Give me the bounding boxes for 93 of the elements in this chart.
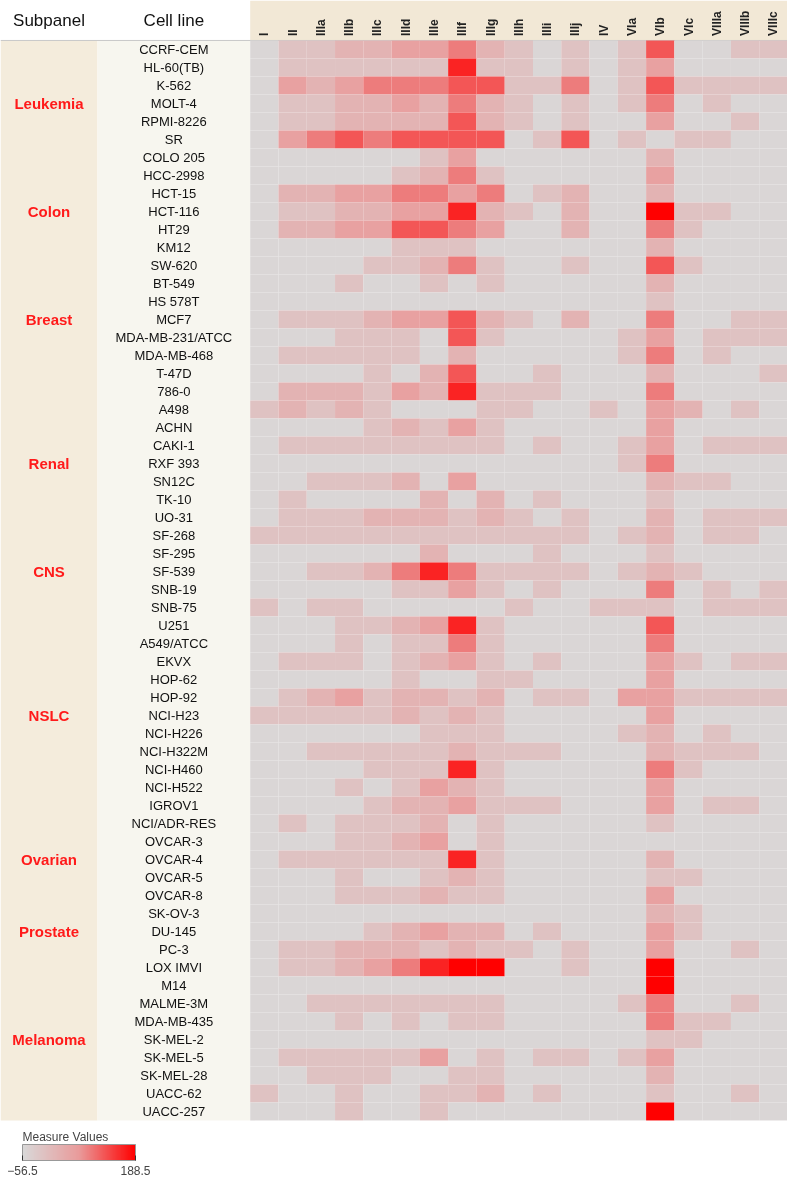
y-tick-label: SK-MEL-2	[143, 1031, 204, 1047]
x-tick-label: IIIj	[568, 22, 583, 36]
x-tick-label: II	[285, 29, 300, 36]
y-tick-label: HCT-15	[151, 185, 197, 201]
y-tick-label: K-562	[156, 77, 192, 93]
y-tick-label: NCI-H226	[144, 725, 203, 741]
y2-tick-label: NSLC	[28, 706, 70, 724]
x-tick-label: I	[257, 32, 272, 36]
x-tick-label: IIIe	[427, 18, 442, 36]
y-tick-label: HOP-92	[150, 689, 198, 705]
y-tick-label: UACC-257	[142, 1103, 206, 1119]
y-tick-label: SK-MEL-28	[140, 1067, 208, 1083]
y-tick-label: CAKI-1	[152, 437, 195, 453]
y-tick-label: HCT-116	[148, 203, 200, 219]
y2-tick-label: Melanoma	[12, 1030, 87, 1048]
y-tick-label: PC-3	[159, 941, 189, 957]
y-tick-label: OVCAR-4	[144, 851, 203, 867]
color-bar-label: 188.5	[120, 1163, 151, 1178]
y-tick-label: OVCAR-3	[144, 833, 203, 849]
y-tick-label: KM12	[156, 239, 191, 255]
y-tick-label: SNB-75	[151, 599, 197, 615]
y2-tick-label: Prostate	[18, 922, 80, 940]
color-bar-label: −56.5	[7, 1163, 39, 1178]
y-tick-label: OVCAR-5	[144, 869, 203, 885]
x-tick-label: IIId	[398, 18, 413, 36]
y-tick-label: SR	[164, 131, 183, 147]
x-tick-label: VIb	[653, 17, 668, 36]
y-tick-label: EKVX	[156, 653, 192, 669]
y-tick-label: MDA-MB-231/ATCC	[115, 329, 233, 345]
y-tick-label: RXF 393	[148, 455, 200, 471]
y-tick-label: SK-OV-3	[148, 905, 200, 921]
text: Cell line	[143, 10, 205, 30]
x-tick-label: IIIh	[511, 18, 526, 36]
y-tick-label: ACHN	[155, 419, 193, 435]
x-tick-label: IIIf	[455, 20, 470, 36]
y-tick-label: UACC-62	[146, 1085, 202, 1101]
y-tick-label: OVCAR-8	[144, 887, 203, 903]
x-tick-label: IIIa	[313, 18, 328, 36]
color-bar-title: Measure Values	[22, 1129, 109, 1144]
y-tick-label: LOX IMVI	[145, 959, 203, 975]
y-tick-label: MOLT-4	[150, 95, 197, 111]
y-tick-label: MDA-MB-468	[134, 347, 214, 363]
y2-tick-label: Breast	[25, 310, 73, 328]
y-tick-label: A549/ATCC	[139, 635, 209, 651]
x-tick-label: IIIg	[483, 18, 498, 36]
y2-tick-label: Renal	[28, 454, 70, 472]
y-tick-label: HL-60(TB)	[143, 59, 205, 75]
y2-tick-label: CNS	[33, 562, 65, 580]
y-tick-label: 786-0	[157, 383, 191, 399]
y-tick-label: NCI-H23	[148, 707, 200, 723]
y-tick-label: NCI-H460	[144, 761, 203, 777]
x-tick-label: VIc	[681, 17, 696, 36]
x-tick-label: IIIi	[540, 22, 555, 36]
y-tick-label: BT-549	[152, 275, 195, 291]
x-tick-label: VIa	[624, 17, 639, 36]
y-tick-label: T-47D	[156, 365, 192, 381]
x-tick-label: VIIIb	[738, 10, 753, 36]
y-tick-label: NCI-H322M	[139, 743, 209, 759]
y-tick-label: CCRF-CEM	[139, 41, 209, 57]
x-tick-label: IV	[596, 24, 611, 36]
y-tick-label: DU-145	[151, 923, 197, 939]
y2-tick-label: Colon	[27, 202, 71, 220]
x-tick-label: IIIb	[342, 18, 357, 36]
y-tick-label: SW-620	[150, 257, 198, 273]
y-tick-label: HCC-2998	[143, 167, 205, 183]
y-tick-label: A498	[158, 401, 190, 417]
y-tick-label: SN12C	[152, 473, 195, 489]
y-tick-label: M14	[161, 977, 187, 993]
y2-tick-label: Leukemia	[14, 94, 85, 112]
y-tick-label: MALME-3M	[139, 995, 209, 1011]
y-tick-label: IGROV1	[149, 797, 199, 813]
x-tick-label: IIIc	[370, 18, 385, 36]
x-tick-label: VIIIc	[766, 10, 781, 36]
y-tick-label: NCI-H522	[144, 779, 203, 795]
y-tick-label: COLO 205	[142, 149, 205, 165]
y-tick-label: SF-539	[152, 563, 196, 579]
y-tick-label: U251	[158, 617, 190, 633]
y-tick-label: TK-10	[156, 491, 192, 507]
y-tick-label: HT29	[157, 221, 190, 237]
y2-tick-label: Ovarian	[21, 850, 77, 868]
y-tick-label: HOP-62	[150, 671, 198, 687]
text: Subpanel	[13, 10, 85, 30]
y-tick-label: SF-268	[152, 527, 196, 543]
y-tick-label: HS 578T	[148, 293, 200, 309]
y-tick-label: MDA-MB-435	[134, 1013, 214, 1029]
y-tick-label: RPMI-8226	[140, 113, 207, 129]
y-tick-label: SF-295	[152, 545, 196, 561]
y-tick-label: UO-31	[154, 509, 193, 525]
x-tick-label: VIIIa	[709, 10, 724, 36]
y-tick-label: SK-MEL-5	[143, 1049, 204, 1065]
y-tick-label: SNB-19	[151, 581, 197, 597]
y-tick-label: MCF7	[156, 311, 192, 327]
y-tick-label: NCI/ADR-RES	[131, 815, 217, 831]
